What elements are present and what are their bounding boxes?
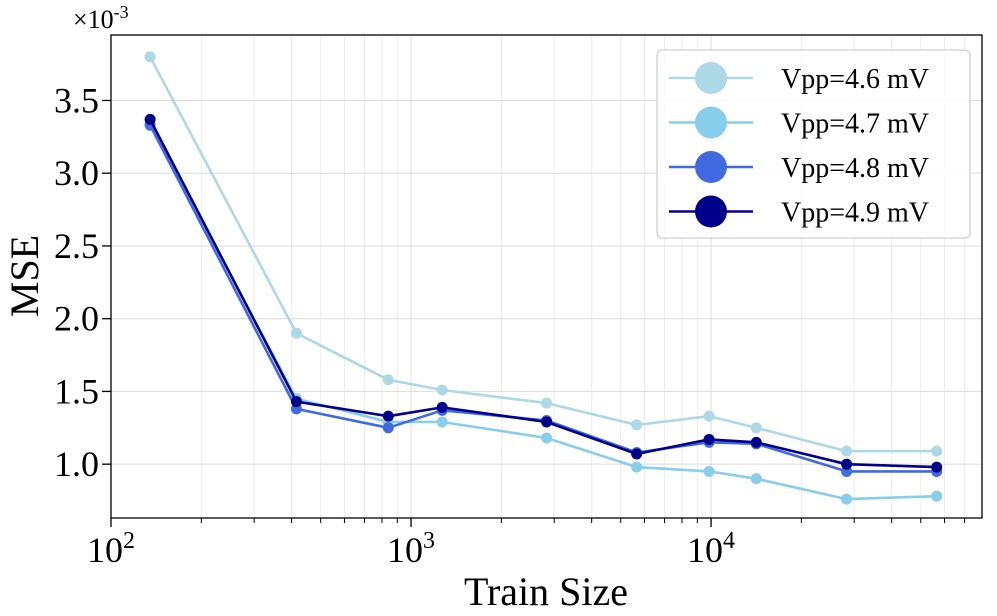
series-line: [148, 56, 937, 453]
legend-label: Vpp=4.7 mV: [781, 109, 929, 140]
y-tick-label: 2.0: [54, 299, 99, 339]
legend-marker: [695, 62, 727, 94]
data-point: [436, 416, 448, 428]
legend-marker: [695, 151, 727, 183]
legend-label: Vpp=4.8 mV: [781, 153, 929, 184]
data-point: [703, 410, 715, 422]
data-point: [290, 396, 302, 408]
series-group: [144, 51, 943, 505]
data-point: [631, 448, 643, 460]
data-point: [841, 493, 853, 505]
x-tick-label: 103: [387, 528, 435, 570]
data-point: [841, 445, 853, 457]
legend-marker: [695, 106, 727, 139]
data-point: [931, 461, 943, 473]
legend-label: Vpp=4.6 mV: [781, 64, 929, 95]
x-tick-label: 102: [87, 528, 135, 570]
data-point: [144, 113, 156, 125]
data-point: [541, 397, 553, 409]
legend-box: [656, 49, 971, 239]
series-line: [148, 124, 937, 473]
y-tick-label: 1.0: [54, 444, 99, 484]
y-tick-label: 3.0: [54, 153, 99, 193]
data-point: [841, 458, 853, 470]
data-point: [631, 461, 643, 473]
data-point: [703, 465, 715, 477]
data-point: [436, 401, 448, 413]
data-point: [631, 419, 643, 431]
legend-marker: [695, 195, 727, 228]
data-point: [290, 327, 302, 339]
y-tick-label: 3.5: [54, 80, 99, 120]
y-offset-label: ×10-3: [73, 2, 129, 34]
ticks: [102, 99, 966, 527]
data-point: [436, 384, 448, 396]
data-point: [750, 436, 762, 448]
y-tick-label: 2.5: [54, 226, 99, 266]
data-point: [931, 445, 943, 457]
data-point: [541, 416, 553, 428]
data-point: [382, 374, 394, 386]
data-point: [703, 433, 715, 445]
series-line: [148, 123, 937, 501]
tick-labels: 102 103 104 1.0 1.5 2.0 2.5 3.0 3.5: [54, 80, 735, 570]
data-point: [144, 51, 156, 63]
x-tick-label: 104: [687, 528, 735, 570]
legend: Vpp=4.6 mV Vpp=4.7 mV Vpp=4.8 mV Vpp=4.9 mV: [656, 49, 971, 239]
data-point: [382, 422, 394, 434]
series-line: [148, 118, 937, 469]
plot-frame: [110, 34, 983, 519]
legend-label: Vpp=4.9 mV: [781, 198, 929, 229]
data-point: [750, 473, 762, 485]
y-tick-label: 1.5: [54, 371, 99, 411]
x-axis-label: Train Size: [464, 569, 628, 614]
data-point: [931, 490, 943, 502]
data-point: [541, 432, 553, 444]
y-axis-label: MSE: [2, 235, 47, 317]
data-point: [750, 422, 762, 434]
data-point: [382, 410, 394, 422]
